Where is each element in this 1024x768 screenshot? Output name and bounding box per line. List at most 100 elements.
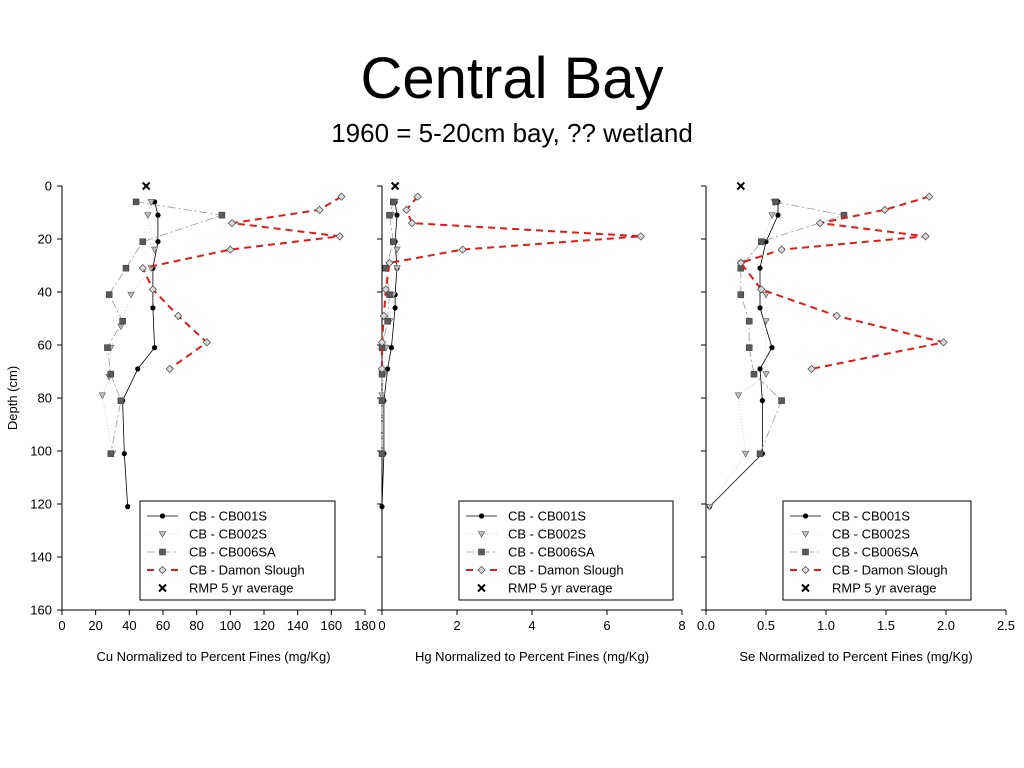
legend-label: CB - Damon Slough xyxy=(189,563,305,578)
data-point xyxy=(155,239,161,245)
data-point xyxy=(135,366,141,372)
legend-marker xyxy=(477,583,486,593)
legend-label: CB - CB002S xyxy=(508,527,586,542)
data-point xyxy=(107,370,115,378)
chart-title: Central Bay xyxy=(360,46,664,111)
series-line xyxy=(381,195,641,369)
legend-label: CB - CB001S xyxy=(508,509,586,524)
series-cb002s xyxy=(705,199,779,511)
data-point xyxy=(117,397,125,404)
chart-subtitle: 1960 = 5-20cm bay, ?? wetland xyxy=(331,118,693,148)
y-tick-label: 100 xyxy=(30,444,52,459)
data-point xyxy=(745,344,753,351)
x-tick-label: 0 xyxy=(58,618,65,633)
data-point xyxy=(121,451,127,457)
data-point xyxy=(939,338,948,347)
data-point xyxy=(384,317,391,325)
data-point xyxy=(125,504,131,510)
data-point xyxy=(226,245,235,254)
series-damon xyxy=(736,192,948,373)
data-point xyxy=(386,211,393,219)
data-point xyxy=(775,212,781,218)
legend-box xyxy=(139,500,336,601)
data-point xyxy=(880,205,889,214)
x-tick-label: 180 xyxy=(354,618,376,633)
legend-marker xyxy=(158,531,167,538)
data-point xyxy=(756,450,764,457)
data-point xyxy=(165,364,174,373)
data-point xyxy=(148,285,157,294)
y-tick-label: 60 xyxy=(38,338,52,353)
series-line xyxy=(739,195,944,370)
data-point xyxy=(202,338,211,347)
data-point xyxy=(227,219,237,228)
data-point xyxy=(772,198,779,206)
data-point xyxy=(392,305,398,311)
data-point xyxy=(119,317,126,325)
data-point xyxy=(757,238,765,245)
legend-marker xyxy=(801,531,810,538)
x-tick-label: 80 xyxy=(189,618,203,633)
x-tick-label: 100 xyxy=(219,618,241,633)
data-point xyxy=(757,285,766,294)
data-point xyxy=(777,245,786,254)
data-point xyxy=(138,264,147,273)
x-tick-label: 160 xyxy=(320,618,342,633)
legend: CB - CB001S CB - CB002S CB - CB006SA CB - D… xyxy=(458,500,674,601)
legend-label: CB - Damon Slough xyxy=(508,563,624,578)
series-line xyxy=(106,201,223,454)
data-point xyxy=(745,317,753,325)
legend-marker xyxy=(477,565,486,575)
y-tick-label: 160 xyxy=(30,603,52,618)
series-rmp xyxy=(141,181,151,191)
data-point xyxy=(174,311,183,320)
series-rmp xyxy=(390,181,400,191)
data-point xyxy=(736,181,746,191)
legend-marker xyxy=(801,583,810,593)
x-tick-label: 2 xyxy=(453,618,460,633)
data-point xyxy=(98,392,107,400)
legend-label: RMP 5 yr average xyxy=(508,581,613,596)
data-point xyxy=(458,245,467,254)
x-tick-label: 4 xyxy=(528,618,535,633)
x-tick-label: 60 xyxy=(156,618,170,633)
data-point xyxy=(105,291,113,298)
legend-marker xyxy=(477,531,486,538)
x-tick-label: 6 xyxy=(603,618,610,633)
data-point xyxy=(107,450,115,457)
x-tick-label: 1.5 xyxy=(877,618,895,633)
legend-marker xyxy=(802,548,809,556)
data-point xyxy=(757,305,763,311)
x-tick-label: 40 xyxy=(122,618,136,633)
series-line xyxy=(381,201,394,454)
legend-marker xyxy=(478,513,485,519)
series-cb006sa xyxy=(104,198,226,457)
data-point xyxy=(147,199,155,206)
x-axis-label: Hg Normalized to Percent Fines (mg/Kg) xyxy=(415,649,649,664)
x-tick-label: 20 xyxy=(88,618,102,633)
panel-2: 0 2 4 6 8 Hg Normalized to Percent Fines (mg/… xyxy=(377,181,686,664)
data-point xyxy=(104,344,111,351)
series-cb001s xyxy=(707,199,781,510)
legend-label: CB - CB006SA xyxy=(508,545,595,560)
data-point xyxy=(388,345,394,351)
series-line xyxy=(141,195,342,370)
data-point xyxy=(768,212,776,219)
data-point xyxy=(337,192,346,201)
data-point xyxy=(150,246,159,254)
legend-marker xyxy=(802,513,809,519)
data-point xyxy=(413,192,422,201)
x-tick-label: 2.0 xyxy=(937,618,955,633)
data-point xyxy=(379,311,388,320)
data-point xyxy=(385,258,394,267)
series-line xyxy=(709,201,779,507)
data-point xyxy=(315,205,324,214)
data-point xyxy=(741,450,750,458)
data-point xyxy=(807,364,816,373)
data-point xyxy=(378,450,386,457)
legend-marker xyxy=(159,513,166,519)
legend-label: CB - CB001S xyxy=(189,509,267,524)
y-tick-label: 40 xyxy=(38,285,52,300)
data-point xyxy=(759,398,766,404)
